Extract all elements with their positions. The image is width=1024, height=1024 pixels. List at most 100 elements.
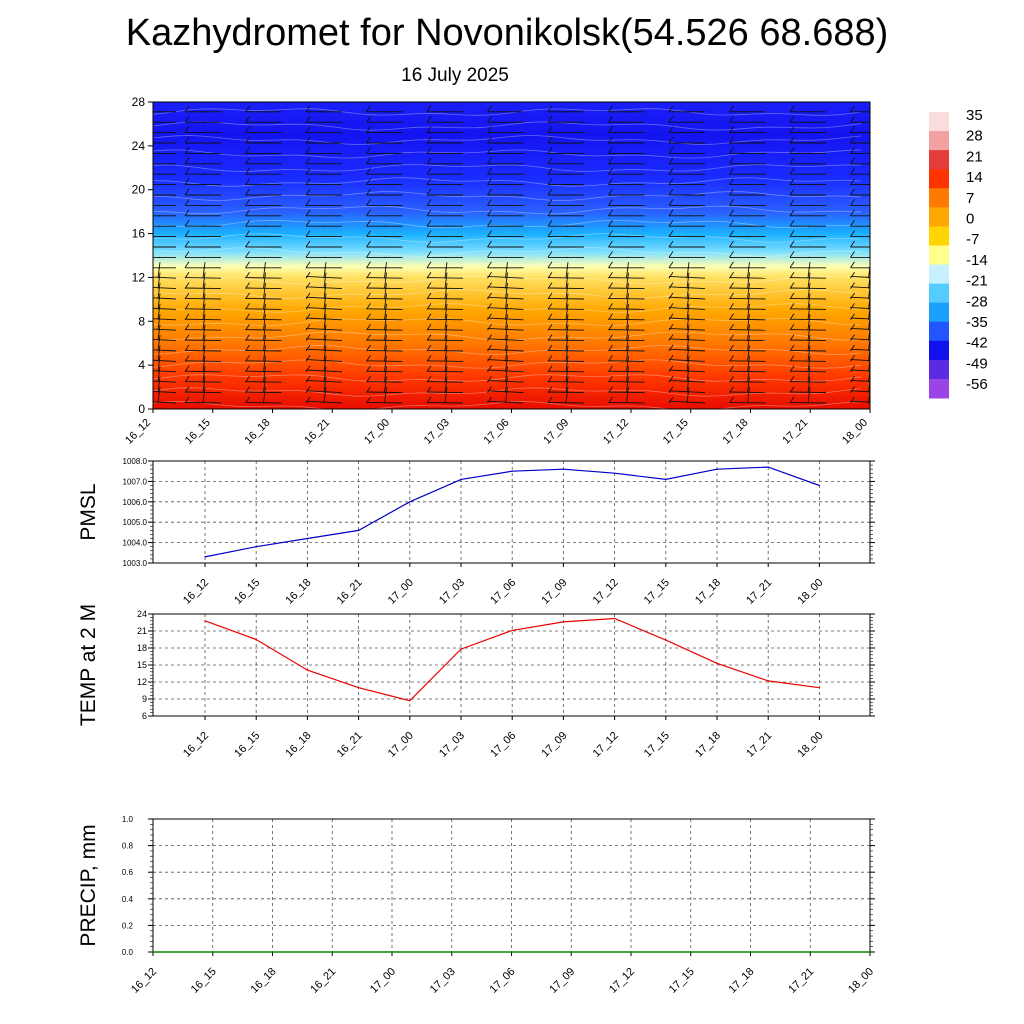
wind-barb-shaft: [305, 390, 343, 394]
wind-barb-flag: [789, 126, 795, 133]
wind-barb-staff: [686, 376, 690, 393]
wind-barb-flag: [426, 240, 432, 248]
wind-barb-shaft: [608, 349, 645, 352]
wind-barb-staff: [202, 324, 206, 341]
wind-barb-flag: [911, 241, 915, 247]
wind-barb-flag: [245, 105, 250, 113]
wind-barb-staff: [323, 303, 327, 320]
wind-barb-staff: [626, 314, 629, 331]
wind-barb-flag: [911, 210, 915, 216]
wind-barb-shaft: [789, 391, 827, 394]
wind-barb-shaft: [366, 277, 403, 279]
wind-barb-flag: [366, 147, 371, 154]
colorbar-swatch: [929, 226, 949, 246]
wind-barb-flag: [487, 188, 492, 196]
data-point: [460, 478, 462, 480]
wind-barb-staff: [747, 272, 750, 289]
colorbar-swatch: [929, 378, 949, 399]
x-tick-label: 17_06: [488, 966, 518, 996]
wind-barb-shaft: [729, 381, 766, 383]
wind-barb-staff: [323, 262, 327, 279]
wind-barb-flag: [729, 375, 734, 383]
wind-barb-flag: [426, 344, 432, 352]
wind-barb-flag: [547, 126, 553, 133]
wind-barb-staff: [384, 366, 387, 383]
wind-barb-flag: [184, 282, 190, 289]
wind-barb-flag: [305, 365, 311, 373]
y-tick-label: 1007.0: [123, 477, 148, 486]
wind-barb-flag: [850, 303, 855, 310]
colorbar-label: -56: [966, 376, 988, 393]
wind-barb-flag: [366, 178, 371, 185]
wind-barb-flag: [245, 282, 250, 289]
wind-barb-flag: [850, 271, 855, 279]
wind-barb-shaft: [153, 380, 177, 383]
wind-barb-staff: [202, 262, 206, 279]
wind-barb-flag: [547, 115, 553, 123]
wind-barb-shaft: [184, 308, 222, 310]
wind-barb-shaft: [668, 379, 706, 383]
wind-barb-staff: [747, 324, 750, 341]
wind-barb-shaft: [789, 360, 827, 362]
wind-barb-shaft: [153, 359, 177, 362]
wind-barb-flag: [729, 219, 734, 227]
wind-barb-flag: [487, 375, 492, 383]
wind-barb-shaft: [789, 381, 827, 383]
wind-barb-staff: [323, 293, 327, 310]
wind-barb-staff: [747, 334, 750, 352]
wind-barb-shaft: [668, 400, 706, 404]
pmsl-panel-ylabel: PMSL: [77, 483, 100, 540]
wind-barb-flag: [789, 375, 795, 383]
wind-barb-flag: [426, 282, 432, 289]
wind-barb-flag: [140, 158, 144, 164]
wind-barb-shaft: [850, 317, 870, 320]
wind-barb-flag: [245, 126, 250, 133]
y-tick-label: 4: [138, 358, 145, 372]
wind-barb-shaft: [245, 287, 282, 290]
wind-barb-flag: [487, 147, 492, 154]
wind-barb-staff: [444, 293, 448, 310]
wind-barb-staff: [686, 386, 690, 404]
wind-barb-flag: [245, 251, 250, 258]
wind-barb-staff: [505, 345, 508, 362]
wind-barb-shaft: [366, 297, 403, 300]
wind-barb-flag: [487, 240, 492, 248]
wind-barb-flag: [547, 375, 553, 383]
wind-barb-shaft: [245, 381, 282, 383]
wind-barb-flag: [366, 334, 371, 341]
wind-barb-flag: [305, 271, 311, 279]
wind-barb-flag: [668, 303, 674, 310]
wind-barb-flag: [789, 167, 795, 175]
wind-barb-shaft: [729, 308, 766, 310]
wind-barb-flag: [547, 355, 553, 362]
wind-barb-shaft: [184, 349, 222, 352]
wind-barb-staff: [626, 386, 629, 404]
wind-barb-staff: [323, 355, 327, 372]
wind-barb-staff: [747, 355, 750, 372]
x-tick-label: 17_21: [786, 966, 816, 996]
y-tick-label: 0.2: [122, 921, 134, 930]
wind-barb-staff: [263, 262, 266, 279]
cross-section-plot: 0 4 8 12 16 20 24 28 16_12 16_15 16_18 16_21 17_00 17…: [123, 95, 915, 447]
wind-barb-flag: [305, 375, 311, 383]
wind-barb-shaft: [547, 339, 585, 342]
wind-barb-staff: [807, 324, 811, 341]
wind-barb-staff: [626, 355, 629, 372]
wind-barb-flag: [789, 240, 795, 248]
wind-barb-flag: [608, 303, 613, 310]
y-tick-label: 12: [132, 270, 146, 284]
wind-barb-flag: [668, 365, 674, 373]
y-tick-label: 1005.0: [123, 518, 148, 527]
wind-barb-shaft: [850, 369, 870, 372]
wind-barb-flag: [140, 168, 144, 174]
wind-barb-flag: [305, 115, 311, 123]
wind-barb-flag: [789, 251, 795, 258]
data-point: [614, 617, 616, 620]
wind-barb-flag: [729, 251, 734, 258]
colorbar-swatch: [929, 131, 949, 151]
wind-barb-flag: [426, 115, 432, 123]
contour-line: [153, 345, 862, 355]
wind-barb-flag: [850, 230, 855, 237]
wind-barb-shaft: [789, 318, 827, 321]
wind-barb-staff: [202, 345, 206, 362]
